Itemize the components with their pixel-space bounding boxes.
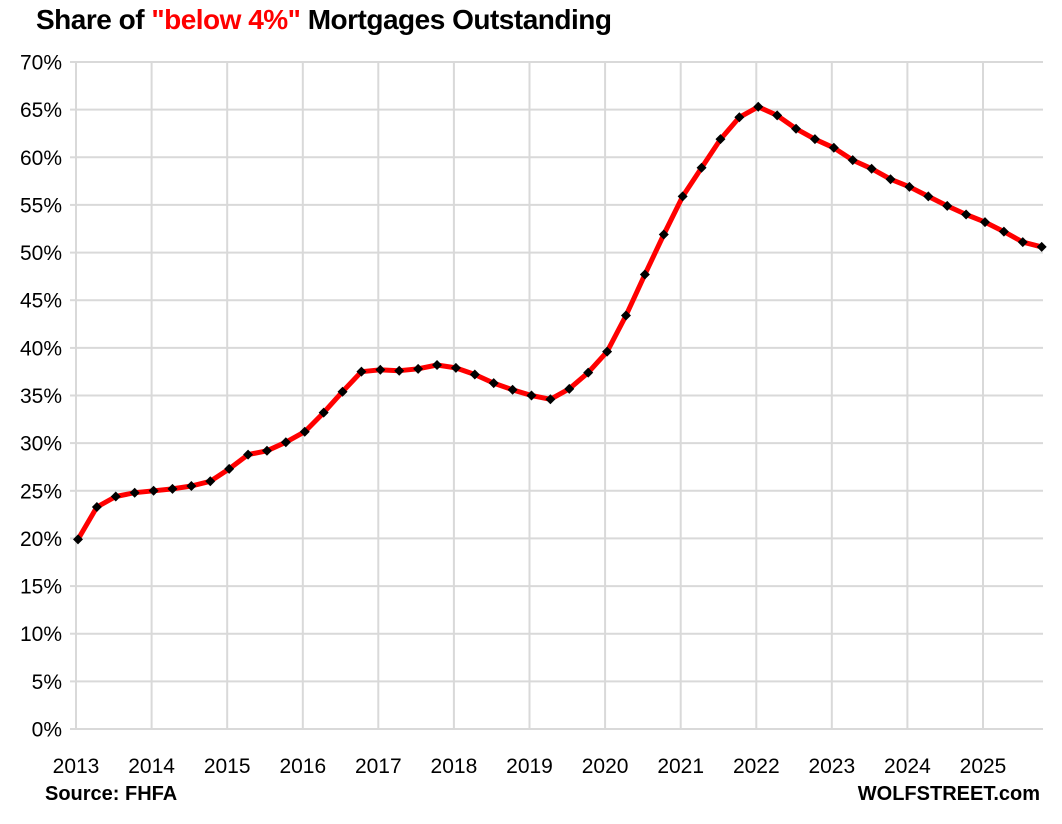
- x-axis-label: 2013: [53, 755, 100, 778]
- data-point-marker: [148, 485, 159, 496]
- data-point-marker: [243, 449, 254, 460]
- data-point-marker: [583, 367, 594, 378]
- x-axis-label: 2023: [808, 755, 855, 778]
- data-point-marker: [885, 174, 896, 185]
- y-axis-label: 15%: [20, 576, 62, 599]
- data-point-marker: [715, 134, 726, 145]
- x-axis-label: 2019: [506, 755, 553, 778]
- data-point-marker: [337, 386, 348, 397]
- y-axis-label: 40%: [20, 337, 62, 360]
- y-axis-label: 65%: [20, 99, 62, 122]
- data-point-marker: [828, 142, 839, 153]
- data-point-marker: [413, 363, 424, 374]
- data-point-marker: [847, 155, 858, 166]
- x-axis-label: 2014: [128, 755, 175, 778]
- data-point-marker: [129, 487, 140, 498]
- y-axis-label: 20%: [20, 528, 62, 551]
- x-axis-label: 2020: [582, 755, 629, 778]
- data-point-marker: [450, 362, 461, 373]
- data-point-marker: [998, 226, 1009, 237]
- data-point-marker: [639, 269, 650, 280]
- data-point-marker: [677, 191, 688, 202]
- data-point-marker: [224, 463, 235, 474]
- x-axis-label: 2021: [657, 755, 704, 778]
- data-point-marker: [620, 310, 631, 321]
- data-point-marker: [205, 476, 216, 487]
- data-point-marker: [526, 390, 537, 401]
- data-point-marker: [961, 209, 972, 220]
- y-axis-label: 25%: [20, 480, 62, 503]
- chart-title: Share of "below 4%" Mortgages Outstandin…: [36, 4, 612, 36]
- data-point-marker: [375, 364, 386, 375]
- data-point-marker: [73, 534, 83, 545]
- data-point-marker: [318, 407, 329, 418]
- data-point-marker: [602, 346, 613, 357]
- data-point-marker: [545, 394, 556, 405]
- y-axis-label: 10%: [20, 623, 62, 646]
- data-point-marker: [791, 123, 802, 134]
- data-point-marker: [507, 384, 518, 395]
- data-point-marker: [772, 110, 783, 121]
- data-point-marker: [356, 366, 367, 377]
- y-axis-label: 70%: [20, 52, 62, 75]
- data-point-marker: [866, 163, 877, 174]
- data-point-marker: [280, 437, 291, 448]
- y-axis-label: 0%: [32, 719, 62, 742]
- data-point-marker: [942, 200, 953, 211]
- data-point-marker: [658, 229, 669, 240]
- chart-footer: Source: FHFA WOLFSTREET.com: [45, 783, 1040, 806]
- data-point-marker: [299, 426, 310, 437]
- y-axis-label: 55%: [20, 194, 62, 217]
- chart-title-highlight: "below 4%": [151, 4, 301, 35]
- data-point-marker: [923, 191, 934, 202]
- data-point-marker: [696, 162, 707, 173]
- data-series-line: [75, 104, 1045, 542]
- x-axis-label: 2015: [204, 755, 251, 778]
- x-axis-label: 2017: [355, 755, 402, 778]
- data-point-marker: [394, 365, 405, 376]
- x-axis-label: 2025: [960, 755, 1007, 778]
- source-label: Source: FHFA: [45, 783, 178, 805]
- data-point-marker: [734, 112, 745, 123]
- data-point-marker: [167, 483, 178, 494]
- data-point-marker: [488, 378, 499, 389]
- data-point-marker: [809, 134, 820, 145]
- chart-title-prefix: Share of: [36, 4, 152, 35]
- data-point-marker: [904, 181, 915, 192]
- y-axis-label: 50%: [20, 242, 62, 265]
- data-point-marker: [980, 217, 990, 228]
- data-point-marker: [564, 383, 575, 394]
- x-axis-label: 2022: [733, 755, 780, 778]
- data-point-marker: [261, 445, 272, 456]
- data-point-marker: [753, 101, 764, 112]
- y-axis-label: 60%: [20, 147, 62, 170]
- data-point-marker: [91, 501, 102, 512]
- data-point-marker: [432, 360, 443, 371]
- y-axis-label: 35%: [20, 385, 62, 408]
- y-axis-label: 5%: [32, 671, 62, 694]
- data-point-marker: [110, 491, 121, 502]
- line-chart: 0% 5% 10% 15% 20% 25% 30% 35% 40% 45% 50% 55% 60% 65%…: [20, 52, 1047, 778]
- chart-title-suffix: Mortgages Outstanding: [300, 4, 612, 35]
- y-axis-label: 30%: [20, 433, 62, 456]
- x-axis-label: 2016: [279, 755, 326, 778]
- data-point-marker: [1036, 241, 1047, 252]
- data-point-marker: [469, 369, 480, 380]
- data-point-marker: [186, 481, 197, 492]
- data-point-marker: [1017, 237, 1028, 248]
- y-axis-label: 45%: [20, 290, 62, 313]
- x-axis-label: 2018: [431, 755, 478, 778]
- x-axis-label: 2024: [884, 755, 931, 778]
- brand-label: WOLFSTREET.com: [857, 783, 1040, 805]
